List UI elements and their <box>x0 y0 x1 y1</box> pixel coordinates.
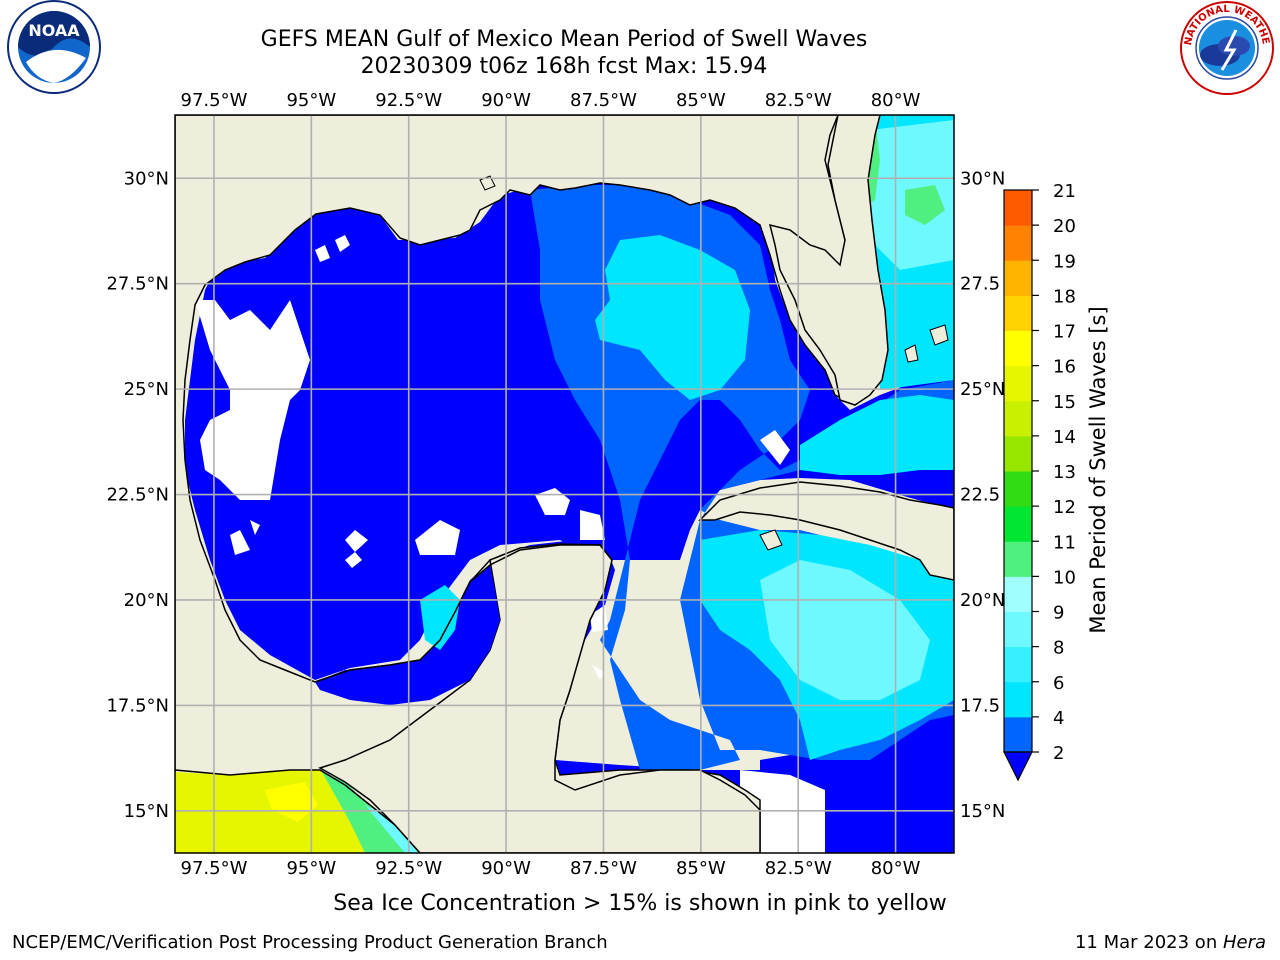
nws-logo: NATIONAL WEATHER SERVICE <box>0 0 1274 95</box>
colorbar-tick-label: 21 <box>1053 181 1076 202</box>
colorbar-segment <box>1004 330 1032 367</box>
lon-tick-bottom: 92.5°W <box>375 858 442 879</box>
colorbar-segment <box>1004 576 1032 612</box>
lat-tick-right: 22.5 <box>960 485 1000 506</box>
colorbar-segment <box>1004 190 1032 226</box>
lon-tick-bottom: 87.5°W <box>570 858 637 879</box>
map-graticule <box>175 115 954 853</box>
sea-ice-note: Sea Ice Concentration > 15% is shown in … <box>333 891 947 916</box>
colorbar-segment <box>1004 225 1032 261</box>
chart-subtitle: 20230309 t06z 168h fcst Max: 15.94 <box>360 54 768 79</box>
colorbar-segment <box>1004 471 1032 507</box>
lat-tick-left: 22.5°N <box>106 485 169 506</box>
colorbar-tick-label: 2 <box>1053 743 1064 764</box>
chart-title: GEFS MEAN Gulf of Mexico Mean Period of … <box>260 27 868 52</box>
lat-tick-right: 30°N <box>960 168 1005 189</box>
colorbar-segment <box>1004 295 1032 331</box>
lon-tick-bottom: 85°W <box>676 858 726 879</box>
swell-region-lightcyan <box>760 560 930 700</box>
noaa-logo: NOAA <box>7 0 101 94</box>
lat-tick-left: 15°N <box>124 801 169 822</box>
lon-tick-top: 90°W <box>481 90 531 111</box>
lon-tick-bottom: 90°W <box>481 858 531 879</box>
footer-credit: NCEP/EMC/Verification Post Processing Pr… <box>12 932 608 953</box>
colorbar-segment <box>1004 716 1032 753</box>
colorbar-segment <box>1004 646 1032 683</box>
lat-tick-right: 25°N <box>960 379 1005 400</box>
map-area <box>175 115 954 853</box>
lon-tick-bottom: 97.5°W <box>181 858 248 879</box>
swell-region-cyan <box>595 235 750 400</box>
campeche-cyan <box>420 585 460 650</box>
lat-tick-left: 30°N <box>124 168 169 189</box>
lon-tick-bottom: 80°W <box>871 858 921 879</box>
land-florida <box>768 115 889 406</box>
lat-tick-left: 25°N <box>124 379 169 400</box>
lon-tick-top: 92.5°W <box>375 90 442 111</box>
lon-tick-top: 87.5°W <box>570 90 637 111</box>
colorbar-segment <box>1004 435 1032 472</box>
lon-tick-top: 95°W <box>286 90 336 111</box>
colorbar-tick-label: 9 <box>1053 603 1064 624</box>
footer-date: 11 Mar 2023 on Hera <box>1075 932 1266 953</box>
colorbar-tick-label: 20 <box>1053 216 1076 237</box>
colorbar-tick-label: 17 <box>1053 322 1076 343</box>
colorbar: 2 4 6 8 9 10 11 12 13 14 15 16 17 18 19 20 21 <box>1003 181 1076 782</box>
colorbar-segment <box>1004 365 1032 402</box>
footer-host: Hera <box>1222 932 1266 953</box>
colorbar-label: Mean Period of Swell Waves [s] <box>1086 306 1110 634</box>
footer-date-text: 11 Mar 2023 on <box>1074 932 1223 953</box>
lat-tick-right: 17.5 <box>960 695 1000 716</box>
islands <box>479 175 949 551</box>
colorbar-segment <box>1004 611 1032 648</box>
colorbar-tick-label: 19 <box>1053 251 1076 272</box>
colorbar-tick-label: 6 <box>1053 673 1064 694</box>
colorbar-segment <box>1004 506 1032 542</box>
lat-tick-left: 20°N <box>124 590 169 611</box>
colorbar-extend-arrow <box>1003 751 1033 782</box>
colorbar-tick-label: 12 <box>1053 497 1076 518</box>
map-frame <box>174 114 955 854</box>
colorbar-tick-label: 13 <box>1053 462 1076 483</box>
colorbar-tick-label: 4 <box>1053 708 1064 729</box>
colorbar-segment <box>1004 260 1032 296</box>
colorbar-tick-label: 11 <box>1053 532 1076 553</box>
colorbar-segment <box>1004 400 1032 437</box>
lat-tick-right: 15°N <box>960 801 1005 822</box>
lon-tick-bottom: 95°W <box>286 858 336 879</box>
lon-tick-top: 97.5°W <box>181 90 248 111</box>
swell-region-cyan-caribbean <box>800 395 954 475</box>
colorbar-tick-label: 10 <box>1053 567 1076 588</box>
lon-tick-bottom: 82.5°W <box>765 858 832 879</box>
atlantic-green-2 <box>905 185 945 225</box>
axis-tick-labels: 97.5°W 97.5°W 95°W 95°W 92.5°W 92.5°W 90°W 90°W… <box>106 90 1005 879</box>
lon-tick-top: 82.5°W <box>765 90 832 111</box>
colorbar-tick-label: 18 <box>1053 286 1076 307</box>
colorbar-tick-label: 16 <box>1053 357 1076 378</box>
colorbar-tick-label: 14 <box>1053 427 1076 448</box>
colorbar-segment <box>1004 681 1032 718</box>
colorbar-tick-label: 8 <box>1053 638 1064 659</box>
lon-tick-top: 85°W <box>676 90 726 111</box>
campeche-water <box>315 565 500 705</box>
lat-tick-left: 27.5°N <box>106 274 169 295</box>
lon-tick-top: 80°W <box>871 90 921 111</box>
noaa-logo-text: NOAA <box>28 21 80 40</box>
lat-tick-left: 17.5°N <box>106 695 169 716</box>
lat-tick-right: 27.5 <box>960 274 1000 295</box>
land-cuba <box>698 481 954 581</box>
colorbar-tick-label: 15 <box>1053 392 1076 413</box>
colorbar-segment <box>1004 541 1032 577</box>
lat-tick-right: 20°N <box>960 590 1005 611</box>
nws-ring-text: NATIONAL WEATHER SERVICE <box>0 0 1271 46</box>
